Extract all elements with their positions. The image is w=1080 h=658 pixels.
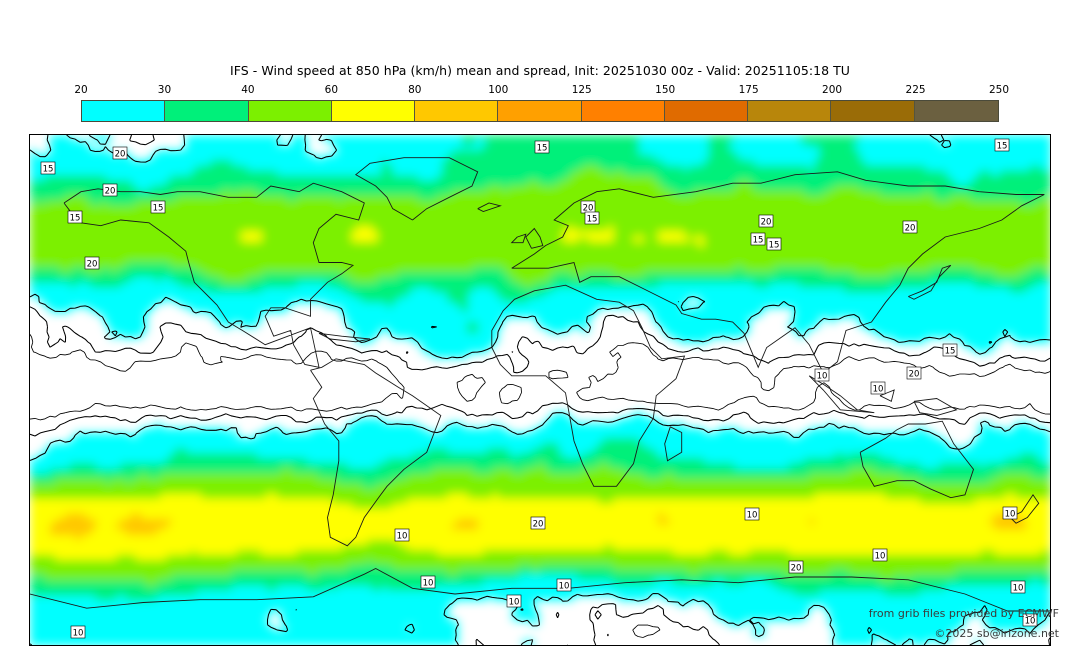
svg-text:15: 15 [43,164,54,174]
svg-text:15: 15 [945,346,956,356]
contour-label: 20 [906,366,922,379]
contour-line [30,135,1050,645]
svg-text:20: 20 [115,149,126,159]
contour-label: 10 [70,625,86,638]
coastline-layer [30,157,1050,612]
contour-label: 10 [1022,613,1038,626]
colorbar-segment [165,101,249,121]
colorbar-tick: 80 [408,84,422,96]
contour-label: 20 [758,214,774,227]
colorbar-tick: 200 [822,84,843,96]
contour-line-layer [30,135,1050,645]
contour-label: 15 [67,210,83,223]
contour-label: 20 [902,220,918,233]
colorbar-segment [914,101,998,121]
contour-label: 15 [40,161,56,174]
contour-label: 10 [556,578,572,591]
contour-label: 15 [942,343,958,356]
map-panel[interactable]: 20 15 15 15 20 15 15 20 20 15 20 15 20 15 15 20 10 10 20 10… [29,134,1051,646]
contour-label: 10 [506,594,522,607]
colorbar-segment [248,101,332,121]
colorbar-gradient-strip [81,100,999,122]
svg-text:10: 10 [817,371,828,381]
svg-text:20: 20 [905,223,916,233]
colorbar-tick: 100 [488,84,509,96]
colorbar-segment [498,101,582,121]
colorbar-tick: 175 [738,84,759,96]
svg-text:10: 10 [509,597,520,607]
svg-text:15: 15 [537,143,548,153]
svg-text:10: 10 [423,578,434,588]
svg-text:10: 10 [873,384,884,394]
svg-text:20: 20 [761,217,772,227]
colorbar [81,100,999,122]
colorbar-tick: 40 [241,84,255,96]
contour-label: 15 [534,140,550,153]
colorbar-tick: 150 [655,84,676,96]
svg-text:20: 20 [791,563,802,573]
colorbar-segment [664,101,749,121]
contour-label: 20 [112,146,128,159]
contour-label: 20 [530,516,546,529]
svg-text:10: 10 [73,628,84,638]
colorbar-tick-labels: 20 30 40 60 80 100 125 150 175 200 225 250 [74,84,1009,98]
svg-text:20: 20 [105,186,116,196]
svg-text:20: 20 [583,203,594,213]
colorbar-segment [331,101,416,121]
svg-text:10: 10 [1005,509,1016,519]
field-band [30,135,1050,601]
colorbar-segment [82,101,166,121]
field-band [30,225,1050,560]
coastline [30,157,1050,612]
contour-label: 15 [584,211,600,224]
contour-label: 20 [84,256,100,269]
contour-label: 10 [1002,506,1018,519]
contour-label: 10 [872,548,888,561]
svg-text:20: 20 [909,369,920,379]
field-band [30,165,1050,586]
svg-text:15: 15 [753,235,764,245]
colorbar-segment [748,101,832,121]
svg-text:15: 15 [997,141,1008,151]
contour-label: 15 [750,232,766,245]
colorbar-segment [831,101,915,121]
svg-text:10: 10 [747,510,758,520]
svg-text:15: 15 [769,240,780,250]
svg-text:15: 15 [587,214,598,224]
contour-label: 10 [744,507,760,520]
svg-text:20: 20 [533,519,544,529]
contour-label: 10 [420,575,436,588]
contour-label: 20 [102,183,118,196]
contour-label: 15 [994,138,1010,151]
contour-line [30,135,1050,645]
contour-label: 15 [766,237,782,250]
contour-label: 10 [1010,580,1026,593]
svg-text:20: 20 [87,259,98,269]
svg-text:10: 10 [397,531,408,541]
contour-label: 20 [580,200,596,213]
colorbar-tick: 125 [571,84,592,96]
colorbar-tick: 225 [905,84,926,96]
colorbar-segment [415,101,499,121]
colorbar-segment [581,101,665,121]
svg-text:15: 15 [70,213,81,223]
svg-text:15: 15 [153,203,164,213]
contour-label: 20 [788,560,804,573]
svg-text:10: 10 [559,581,570,591]
colorbar-tick: 20 [74,84,88,96]
contour-label: 15 [150,200,166,213]
svg-text:10: 10 [1013,583,1024,593]
colorbar-tick: 60 [324,84,339,96]
contour-label: 10 [394,528,410,541]
colorbar-tick: 250 [988,84,1010,96]
svg-text:10: 10 [1025,616,1036,626]
colorbar-tick: 30 [157,84,172,96]
page-title: IFS - Wind speed at 850 hPa (km/h) mean … [230,63,850,78]
svg-text:10: 10 [875,551,886,561]
contour-label: 10 [814,368,830,381]
shaded-field-layer [30,135,1050,645]
contour-label: 10 [870,381,886,394]
